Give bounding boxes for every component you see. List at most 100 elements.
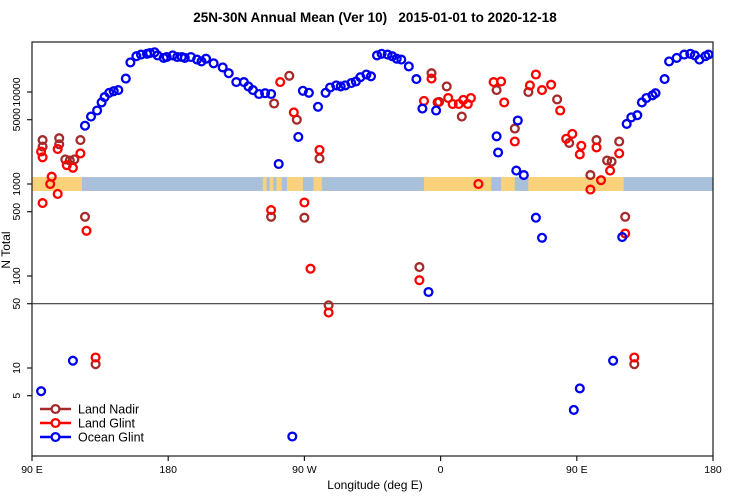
data-point xyxy=(567,128,578,139)
data-point xyxy=(552,94,563,105)
data-point xyxy=(67,355,78,366)
data-point xyxy=(391,53,402,64)
data-point xyxy=(530,212,541,223)
data-point xyxy=(414,275,425,286)
data-point xyxy=(125,57,136,68)
data-point xyxy=(382,49,393,60)
legend-symbol-circle xyxy=(50,431,61,443)
x-axis-title: Longitude (deg E) xyxy=(327,478,423,492)
y-tick-label: 10 xyxy=(11,362,23,374)
data-point xyxy=(293,131,304,142)
data-point xyxy=(576,140,587,151)
data-point xyxy=(361,69,372,80)
data-point xyxy=(52,188,63,199)
y-tick-label: 10000 xyxy=(11,77,23,106)
data-point xyxy=(629,352,640,363)
data-point xyxy=(46,171,57,182)
data-point xyxy=(473,178,484,190)
legend-symbol-circle xyxy=(50,417,61,429)
y-tick-label: 500 xyxy=(11,203,23,221)
data-point xyxy=(536,232,548,243)
data-point xyxy=(491,131,502,142)
legend-label: Land Nadir xyxy=(78,403,139,417)
data-point xyxy=(659,74,670,85)
data-point xyxy=(608,355,619,366)
data-point xyxy=(200,53,212,64)
data-point xyxy=(536,85,548,96)
data-point xyxy=(37,135,48,146)
data-point xyxy=(297,85,308,96)
data-point xyxy=(685,48,696,59)
data-point xyxy=(591,142,602,153)
data-point xyxy=(37,141,48,152)
data-point xyxy=(79,211,91,222)
data-point xyxy=(331,80,342,91)
x-tick-label: 90 E xyxy=(21,464,43,476)
data-point xyxy=(605,165,616,176)
series-ocean-glint xyxy=(36,47,714,442)
x-tick-label: 90 E xyxy=(566,464,588,476)
data-point xyxy=(561,133,572,144)
data-point xyxy=(108,86,119,97)
data-point xyxy=(288,107,299,118)
data-point xyxy=(493,147,504,158)
data-point xyxy=(269,98,280,109)
data-point xyxy=(518,170,529,181)
data-point xyxy=(217,62,228,73)
data-point xyxy=(426,68,437,79)
data-point xyxy=(260,88,271,99)
data-point xyxy=(530,69,541,80)
map-strip-land xyxy=(276,177,282,191)
data-point xyxy=(120,73,131,84)
data-point xyxy=(441,81,452,92)
data-point xyxy=(266,205,277,216)
x-tick-label: 180 xyxy=(159,464,177,476)
data-point xyxy=(67,162,78,173)
data-point xyxy=(36,146,47,157)
map-strip-land xyxy=(423,177,492,191)
data-point xyxy=(524,80,535,91)
plot-border xyxy=(31,41,714,457)
data-point xyxy=(37,198,48,209)
data-point xyxy=(376,48,387,59)
data-point xyxy=(346,78,357,89)
data-point xyxy=(396,54,407,65)
data-point xyxy=(465,92,476,104)
data-point xyxy=(585,184,596,195)
data-point xyxy=(75,148,86,159)
data-point xyxy=(509,123,520,134)
data-point xyxy=(411,74,422,85)
data-point xyxy=(79,120,91,131)
x-tick-label: 90 W xyxy=(292,464,317,476)
data-point xyxy=(335,81,346,92)
data-point xyxy=(52,143,63,155)
data-point xyxy=(620,211,631,222)
data-point xyxy=(312,101,324,112)
data-point xyxy=(371,50,383,61)
data-point xyxy=(36,386,47,397)
data-point xyxy=(314,144,325,155)
data-point xyxy=(602,155,613,166)
map-strip-land xyxy=(286,177,303,191)
legend-symbol-circle xyxy=(50,403,61,415)
data-point xyxy=(75,135,86,146)
data-point xyxy=(426,73,437,84)
data-point xyxy=(574,149,585,160)
data-point xyxy=(555,105,566,116)
data-point xyxy=(664,56,675,67)
data-point xyxy=(499,97,510,108)
data-point xyxy=(703,49,714,60)
data-point xyxy=(54,139,65,150)
y-tick-label: 100 xyxy=(11,267,23,285)
data-point xyxy=(54,133,65,144)
data-point xyxy=(585,170,596,181)
data-point xyxy=(305,263,316,274)
y-tick-label: 50 xyxy=(11,298,23,310)
x-tick-label: 180 xyxy=(704,464,722,476)
data-point xyxy=(496,76,507,87)
data-point xyxy=(135,49,147,60)
map-strip-land xyxy=(269,177,274,191)
map-strip-land xyxy=(528,177,624,191)
data-point xyxy=(287,431,298,442)
